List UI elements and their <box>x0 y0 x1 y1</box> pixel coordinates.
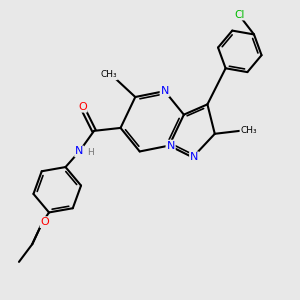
Text: N: N <box>167 141 175 151</box>
Text: O: O <box>78 102 87 112</box>
Text: N: N <box>190 152 198 162</box>
Text: H: H <box>88 148 94 158</box>
Text: N: N <box>160 86 169 96</box>
Text: Cl: Cl <box>235 10 245 20</box>
Text: O: O <box>40 217 49 227</box>
Text: N: N <box>75 146 83 157</box>
Text: CH₃: CH₃ <box>240 126 257 135</box>
Text: CH₃: CH₃ <box>100 70 117 80</box>
